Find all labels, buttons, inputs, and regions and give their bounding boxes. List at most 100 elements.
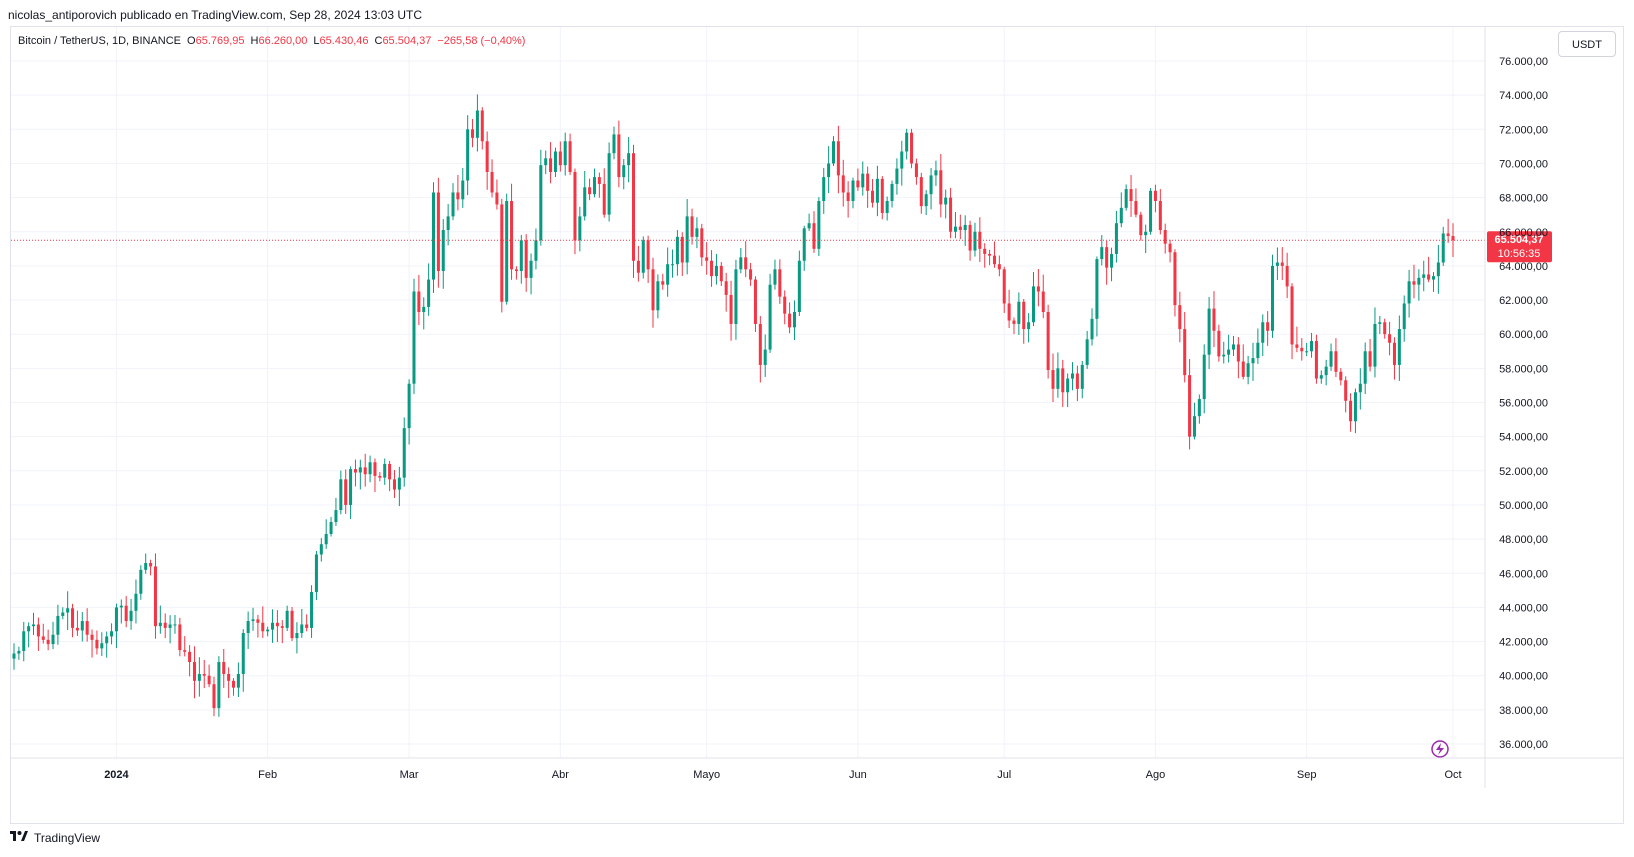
candle-body <box>1197 399 1201 417</box>
candle-body <box>788 313 792 328</box>
candle-body <box>217 662 221 709</box>
candle-body <box>905 132 909 152</box>
candle-body <box>1217 330 1221 357</box>
candle-body <box>949 197 953 232</box>
candle-body <box>183 650 187 652</box>
y-tick-label: 38.000,00 <box>1499 705 1548 717</box>
candle-body <box>392 479 396 490</box>
footer-brand[interactable]: TradingView <box>10 830 100 845</box>
candle-body <box>178 624 182 651</box>
candle-body <box>495 192 499 205</box>
candle-body <box>851 180 855 202</box>
candle-body <box>383 463 387 478</box>
candle-body <box>1417 277 1421 285</box>
candle-body <box>1192 416 1196 437</box>
candle-body <box>968 224 972 251</box>
high-label: H <box>250 35 259 47</box>
candle-body <box>758 323 762 365</box>
candle-body <box>597 177 601 184</box>
candle-body <box>1349 400 1353 422</box>
candle-body <box>324 533 328 545</box>
candle-body <box>197 673 201 681</box>
candle-body <box>1295 344 1299 348</box>
candle-body <box>1427 274 1431 280</box>
candle-body <box>110 631 114 637</box>
candle-body <box>1358 383 1362 393</box>
y-tick-label: 72.000,00 <box>1499 124 1548 136</box>
candle-body <box>1114 223 1118 254</box>
y-tick-label: 64.000,00 <box>1499 261 1548 273</box>
candle-body <box>27 626 31 632</box>
x-tick-label: Jul <box>997 769 1011 781</box>
candle-body <box>300 624 304 634</box>
candle-body <box>129 610 133 622</box>
candle-body <box>1051 370 1055 389</box>
candle-body <box>485 141 489 172</box>
y-tick-label: 54.000,00 <box>1499 432 1548 444</box>
candle-body <box>36 624 40 637</box>
candle-body <box>397 477 401 490</box>
candle-body <box>1085 339 1089 365</box>
candle-body <box>514 269 518 272</box>
candle-body <box>841 175 845 193</box>
candle-body <box>1183 329 1187 376</box>
candle-body <box>412 291 416 384</box>
candle-body <box>1285 265 1289 287</box>
lightning-icon[interactable] <box>1431 740 1449 758</box>
candle-body <box>695 228 699 237</box>
y-tick-label: 36.000,00 <box>1499 739 1548 751</box>
candle-body <box>119 605 123 608</box>
candle-body <box>1319 375 1323 379</box>
candle-body <box>729 294 733 324</box>
candle-body <box>519 240 523 272</box>
currency-button[interactable]: USDT <box>1558 31 1616 57</box>
candle-body <box>173 624 177 626</box>
candle-body <box>41 636 45 640</box>
candle-body <box>563 141 567 166</box>
candle-body <box>1334 351 1338 372</box>
candle-body <box>817 201 821 249</box>
candle-body <box>1363 351 1367 384</box>
candle-body <box>734 269 738 324</box>
x-tick-label: 2024 <box>104 769 129 781</box>
candle-body <box>880 178 884 213</box>
candle-body <box>749 269 753 280</box>
candle-body <box>431 192 436 280</box>
candle-body <box>1031 286 1036 323</box>
candle-body <box>1324 366 1328 376</box>
candle-body <box>1378 322 1382 324</box>
candle-body <box>831 141 836 164</box>
candle-body <box>1027 322 1031 330</box>
candle-body <box>539 165 543 241</box>
candle-body <box>222 662 226 674</box>
candle-body <box>144 563 148 570</box>
candle-body <box>134 593 138 611</box>
candle-body <box>592 177 596 195</box>
y-tick-label: 68.000,00 <box>1499 193 1548 205</box>
candle-body <box>402 428 406 478</box>
candle-body <box>836 141 840 176</box>
candle-body <box>768 284 772 350</box>
candle-body <box>1134 201 1138 215</box>
candle-body <box>885 201 889 213</box>
candle-body <box>1271 265 1275 331</box>
candle-body <box>861 173 865 188</box>
candle-body <box>12 653 16 659</box>
candle-body <box>1144 231 1148 236</box>
candle-body <box>388 463 392 480</box>
candle-body <box>51 634 55 645</box>
candle-body <box>924 194 928 207</box>
candle-body <box>822 177 826 202</box>
candle-body <box>963 224 967 231</box>
candle-body <box>1266 322 1270 331</box>
candle-body <box>1310 341 1314 352</box>
candle-body <box>1300 347 1304 352</box>
candle-body <box>631 153 636 261</box>
candle-body <box>588 187 592 195</box>
candle-body <box>705 257 709 261</box>
candle-body <box>1100 247 1104 260</box>
candle-body <box>417 291 421 313</box>
candle-body <box>875 178 879 203</box>
candle-body <box>271 622 275 630</box>
